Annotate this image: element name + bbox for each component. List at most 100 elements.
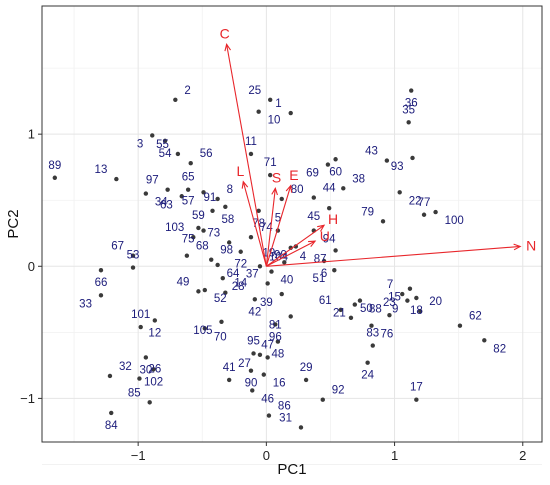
score-label-85: 85 (128, 387, 141, 399)
loading-arrowhead-L (241, 180, 249, 189)
score-label-54: 54 (159, 148, 172, 160)
score-point-65 (185, 187, 191, 192)
score-label-5: 5 (275, 213, 281, 225)
score-label-1: 1 (275, 98, 281, 110)
score-point-57 (201, 190, 206, 195)
score-point-104 (257, 264, 263, 269)
score-point-55 (175, 151, 181, 157)
score-point-53 (130, 265, 136, 270)
score-label-36: 36 (405, 98, 418, 110)
x-tick-label: 2 (519, 448, 526, 463)
score-label-34: 34 (155, 197, 168, 209)
x-axis-ticks: −1 0 1 2 (131, 442, 526, 463)
loading-label-N: N (526, 238, 536, 254)
score-label-65: 65 (182, 172, 195, 184)
score-point-95 (251, 351, 256, 356)
y-tick-label: 1 (28, 127, 35, 142)
score-point-47 (265, 355, 270, 360)
loading-label-C: C (220, 25, 230, 41)
score-label-90: 90 (245, 378, 258, 390)
score-label-10: 10 (268, 115, 281, 127)
score-point-39 (279, 291, 284, 297)
score-point-40 (269, 269, 274, 274)
score-point-24 (365, 360, 370, 365)
score-point-81 (288, 314, 293, 319)
score-label-8: 8 (227, 184, 233, 196)
score-point-85 (147, 400, 152, 405)
score-point-60 (333, 157, 338, 162)
score-point-74 (248, 235, 254, 240)
score-label-27: 27 (238, 358, 251, 370)
score-label-24: 24 (361, 370, 374, 382)
score-label-71: 71 (264, 157, 277, 169)
plot-frame (41, 5, 543, 443)
score-point-33 (98, 293, 104, 298)
score-point-26 (137, 376, 142, 381)
score-label-37: 37 (246, 268, 259, 280)
score-label-76: 76 (380, 329, 393, 341)
score-point-84 (109, 410, 114, 416)
loading-arrows: C L S E HU N (220, 25, 536, 267)
score-point-43 (384, 158, 390, 163)
score-point-30 (143, 355, 149, 360)
score-label-20: 20 (429, 296, 442, 308)
score-label-9: 9 (392, 304, 398, 316)
loading-arrow-C (226, 44, 267, 267)
loading-arrowhead-N (513, 243, 522, 251)
score-point-71 (268, 172, 273, 178)
score-point-54 (162, 138, 168, 143)
score-label-84: 84 (105, 420, 118, 432)
score-label-98: 98 (220, 245, 233, 257)
score-label-13: 13 (95, 164, 108, 176)
score-point-17 (414, 397, 419, 402)
loading-label-U: U (320, 228, 330, 244)
score-label-4: 4 (300, 251, 307, 263)
loading-arrow-L (242, 181, 267, 267)
major-gridlines (42, 6, 542, 442)
score-point-32 (107, 373, 113, 379)
loading-arrowhead-C (224, 42, 232, 52)
score-point-8 (215, 196, 220, 202)
score-label-47: 47 (261, 339, 274, 351)
score-point-11 (248, 151, 254, 157)
x-tick-label: 1 (391, 448, 398, 463)
loading-label-S: S (272, 169, 281, 185)
score-label-22: 22 (409, 195, 422, 207)
score-label-12: 12 (148, 327, 161, 339)
score-label-39: 39 (260, 297, 273, 309)
score-point-18 (414, 295, 419, 301)
score-point-49 (196, 289, 201, 294)
loading-arrow-U (266, 240, 316, 267)
score-point-45 (326, 205, 332, 211)
x-axis-title: PC1 (277, 461, 306, 478)
score-point-23 (387, 312, 392, 318)
score-point-58 (210, 208, 215, 213)
score-point-86 (266, 413, 272, 418)
score-point-100 (433, 209, 438, 215)
score-point-64 (215, 262, 220, 268)
score-label-28: 28 (232, 281, 245, 293)
score-point-28 (220, 275, 225, 281)
score-label-55: 55 (156, 139, 169, 151)
score-point-61 (338, 307, 343, 313)
score-label-56: 56 (200, 148, 213, 160)
score-point-2 (173, 97, 178, 103)
score-point-27 (257, 352, 263, 357)
score-point-29 (303, 377, 309, 383)
score-label-67: 67 (111, 241, 124, 253)
loading-arrowhead-U (308, 240, 317, 247)
score-label-31: 31 (279, 412, 292, 424)
score-point-82 (482, 338, 487, 343)
score-label-87: 87 (314, 253, 327, 265)
score-point-19 (282, 260, 287, 265)
score-label-100: 100 (445, 215, 464, 227)
score-label-29: 29 (300, 362, 313, 374)
score-label-25: 25 (248, 85, 261, 97)
score-point-51 (332, 268, 337, 273)
score-point-34 (143, 191, 149, 196)
score-label-66: 66 (95, 277, 108, 289)
score-label-77: 77 (418, 197, 431, 209)
score-point-10 (256, 109, 261, 114)
